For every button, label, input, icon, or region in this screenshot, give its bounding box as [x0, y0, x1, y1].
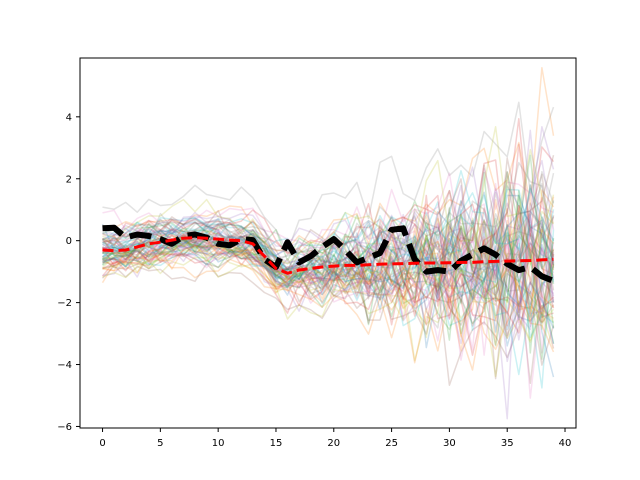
- sample-path-line: [102, 170, 555, 269]
- sample-path-line: [102, 250, 555, 356]
- sample-path-line: [101, 219, 555, 342]
- sample-path-line: [101, 262, 555, 386]
- sample-path-line: [101, 242, 555, 330]
- y-tick-label: 4: [66, 112, 72, 123]
- sample-path-line: [102, 143, 555, 271]
- sample-path-line: [101, 203, 554, 313]
- sample-path-line: [102, 256, 555, 378]
- sample-path-line: [102, 125, 555, 270]
- plot-frame: [79, 57, 577, 429]
- y-tick-label: −6: [57, 422, 72, 433]
- x-tick-label: 35: [501, 438, 514, 449]
- sample-path-line: [102, 210, 555, 420]
- sample-path-line: [102, 101, 555, 253]
- sample-path-line: [102, 251, 555, 364]
- sample-path-line: [102, 213, 555, 329]
- sample-path-line: [102, 228, 554, 322]
- sample-path-line: [102, 238, 555, 324]
- sample-path-line: [102, 180, 555, 318]
- sample-path-line: [101, 183, 555, 310]
- sample-path-line: [102, 222, 555, 315]
- x-tick-label: 25: [385, 438, 398, 449]
- x-tick-label: 40: [559, 438, 572, 449]
- sample-path-line: [101, 228, 554, 347]
- sample-path-line: [102, 194, 555, 331]
- sample-path-line: [102, 117, 555, 309]
- highlighted-series: [102, 224, 555, 284]
- y-tick-label: −2: [57, 298, 72, 309]
- y-tick-label: 2: [66, 174, 72, 185]
- sample-path-line: [102, 155, 555, 266]
- sample-path-line: [102, 239, 555, 363]
- sample-path-line: [102, 231, 555, 331]
- sample-path-line: [102, 211, 555, 354]
- mean-series-line: [102, 236, 554, 275]
- sample-path-line: [102, 185, 555, 378]
- y-tick-label: −4: [57, 360, 72, 371]
- x-tick-label: 0: [99, 438, 105, 449]
- sample-path-line: [102, 218, 555, 311]
- x-axis-ticks: 0 5 10 15 20 25 30 35 40: [99, 428, 571, 449]
- x-tick-label: 10: [212, 438, 225, 449]
- sample-path-line: [102, 210, 555, 292]
- sample-path-line: [102, 196, 555, 371]
- sample-path-line: [102, 191, 555, 271]
- y-axis-ticks: −6 −4 −2 0 2 4: [57, 112, 80, 433]
- sample-path-line: [102, 204, 555, 323]
- sample-path-line: [102, 217, 555, 323]
- sample-path-line: [102, 161, 555, 281]
- x-tick-label: 5: [157, 438, 163, 449]
- sample-path-line: [101, 207, 554, 326]
- sample-path-line: [102, 167, 554, 255]
- sample-path-line: [102, 243, 554, 376]
- sample-path-line: [102, 230, 555, 316]
- x-tick-label: 15: [270, 438, 283, 449]
- sample-path-line: [102, 66, 555, 252]
- sample-path-line: [102, 220, 555, 349]
- sample-path-line: [102, 170, 555, 277]
- sample-path-line: [102, 251, 555, 340]
- sample-path-line: [102, 129, 555, 303]
- sample-path-line: [102, 235, 555, 399]
- sample-path-line: [101, 241, 554, 319]
- black-sample-series-line: [102, 224, 555, 284]
- x-tick-label: 30: [443, 438, 456, 449]
- sample-path-line: [102, 215, 555, 356]
- sample-path-line: [101, 194, 555, 309]
- sample-path-line: [102, 223, 555, 341]
- y-tick-label: 0: [66, 236, 72, 247]
- sample-path-line: [101, 194, 555, 282]
- sample-path-line: [102, 235, 554, 339]
- sample-path-line: [102, 126, 555, 256]
- x-tick-label: 20: [327, 438, 340, 449]
- sample-path-line: [101, 188, 555, 282]
- sample-path-line: [102, 232, 554, 327]
- sample-path-line: [102, 154, 555, 302]
